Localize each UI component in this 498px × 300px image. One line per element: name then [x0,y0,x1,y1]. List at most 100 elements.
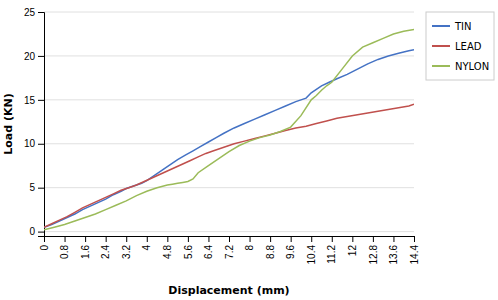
x-tick-label: 6.4 [203,245,214,259]
legend-swatch [432,45,450,47]
x-tick-mark [250,236,251,242]
y-tick: 5 [29,182,44,193]
x-tick: 5.6 [183,236,194,259]
series-line [44,30,414,230]
legend-item: LEAD [432,41,482,52]
x-tick-mark [291,236,292,242]
y-tick-mark [38,12,44,13]
x-tick-mark [85,236,86,242]
y-tick-mark [38,188,44,189]
x-tick-mark [414,236,415,242]
y-axis-title: Load (KN) [2,93,15,154]
y-tick-mark [38,144,44,145]
y-tick-mark [38,100,44,101]
x-tick-label: 3.2 [121,245,132,259]
x-tick-label: 8.8 [265,245,276,259]
x-axis: 0 0.8 1.6 2.4 3.2 4 4.8 5.6 6.4 7.2 8 8.8 9.6 10.4 11.… [39,236,420,264]
y-tick-label: 15 [24,95,36,106]
x-tick: 11.2 [326,236,337,264]
y-tick: 10 [24,138,44,149]
x-tick-label: 5.6 [183,245,194,259]
legend-swatch [432,25,450,27]
x-tick: 9.6 [285,236,296,259]
grid [44,12,414,232]
legend: TIN LEAD NYLON [426,12,494,80]
y-tick-mark [38,56,44,57]
x-tick: 4.8 [162,236,173,259]
x-tick-label: 12 [347,245,358,257]
grid-line [44,231,414,232]
y-tick: 25 [24,7,44,18]
x-tick-label: 10.4 [306,245,317,265]
x-tick-mark [373,236,374,242]
x-tick: 13.6 [388,236,399,264]
x-tick-label: 4.8 [162,245,173,259]
chart-container: 0 0.8 1.6 2.4 3.2 4 4.8 5.6 6.4 7.2 8 8.8 9.6 10.4 11.… [0,0,498,300]
legend-swatch [432,65,450,67]
x-tick-mark [147,236,148,242]
x-tick-label: 13.6 [388,245,399,265]
x-tick-label: 14.4 [409,245,420,265]
x-tick-label: 8 [244,245,255,251]
x-tick-label: 9.6 [285,245,296,259]
x-tick-label: 12.8 [368,245,379,265]
x-tick-mark [65,236,66,242]
x-tick-mark [188,236,189,242]
x-tick: 0.8 [59,236,70,259]
y-tick-label: 20 [24,51,36,62]
y-tick-label: 10 [24,138,36,149]
lines [44,30,414,230]
legend-label: NYLON [455,61,489,72]
chart-svg: 0 0.8 1.6 2.4 3.2 4 4.8 5.6 6.4 7.2 8 8.8 9.6 10.4 11.… [0,0,498,300]
y-tick: 0 [29,226,44,237]
y-axis: 0 5 10 15 20 25 [24,7,45,238]
x-tick: 8.8 [265,236,276,259]
x-tick-label: 4 [141,245,152,251]
y-axis-line [38,13,45,237]
x-tick-mark [106,236,107,242]
x-axis-title: Displacement (mm) [168,284,289,297]
legend-item: NYLON [432,61,489,72]
legend-label: LEAD [455,41,482,52]
series-line [44,104,414,227]
x-tick-mark [393,236,394,242]
x-tick-mark [352,236,353,242]
x-tick-label: 7.2 [224,245,235,259]
grid-line [44,55,414,56]
legend-item: TIN [432,21,472,32]
x-tick: 12.8 [368,236,379,264]
x-tick: 8 [244,236,255,251]
x-tick: 3.2 [121,236,132,259]
x-tick-mark [208,236,209,242]
x-tick: 2.4 [100,236,111,259]
x-tick-label: 1.6 [80,245,91,259]
grid-line [44,143,414,144]
x-tick-label: 0 [39,245,50,251]
x-tick-label: 0.8 [59,245,70,259]
x-tick: 12 [347,236,358,256]
x-tick: 7.2 [224,236,235,259]
x-tick-mark [167,236,168,242]
y-tick-label: 25 [24,7,36,18]
x-tick-label: 11.2 [326,245,337,264]
x-tick: 1.6 [80,236,91,259]
x-tick-mark [332,236,333,242]
plot-area: 0 0.8 1.6 2.4 3.2 4 4.8 5.6 6.4 7.2 8 8.8 9.6 10.4 11.… [24,7,420,265]
x-tick-label: 2.4 [100,245,111,259]
y-tick: 20 [24,51,44,62]
legend-frame [426,12,494,80]
x-tick-mark [270,236,271,242]
grid-line [44,12,414,13]
grid-line [44,99,414,100]
y-tick-label: 0 [29,226,35,237]
x-tick-mark [126,236,127,242]
x-tick: 6.4 [203,236,214,259]
series-line [44,50,414,227]
y-tick: 15 [24,95,44,106]
x-tick-mark [229,236,230,242]
grid-line [44,187,414,188]
x-tick: 10.4 [306,236,317,264]
x-tick: 4 [141,236,152,251]
x-tick: 0 [39,236,50,251]
x-tick: 14.4 [409,236,420,264]
